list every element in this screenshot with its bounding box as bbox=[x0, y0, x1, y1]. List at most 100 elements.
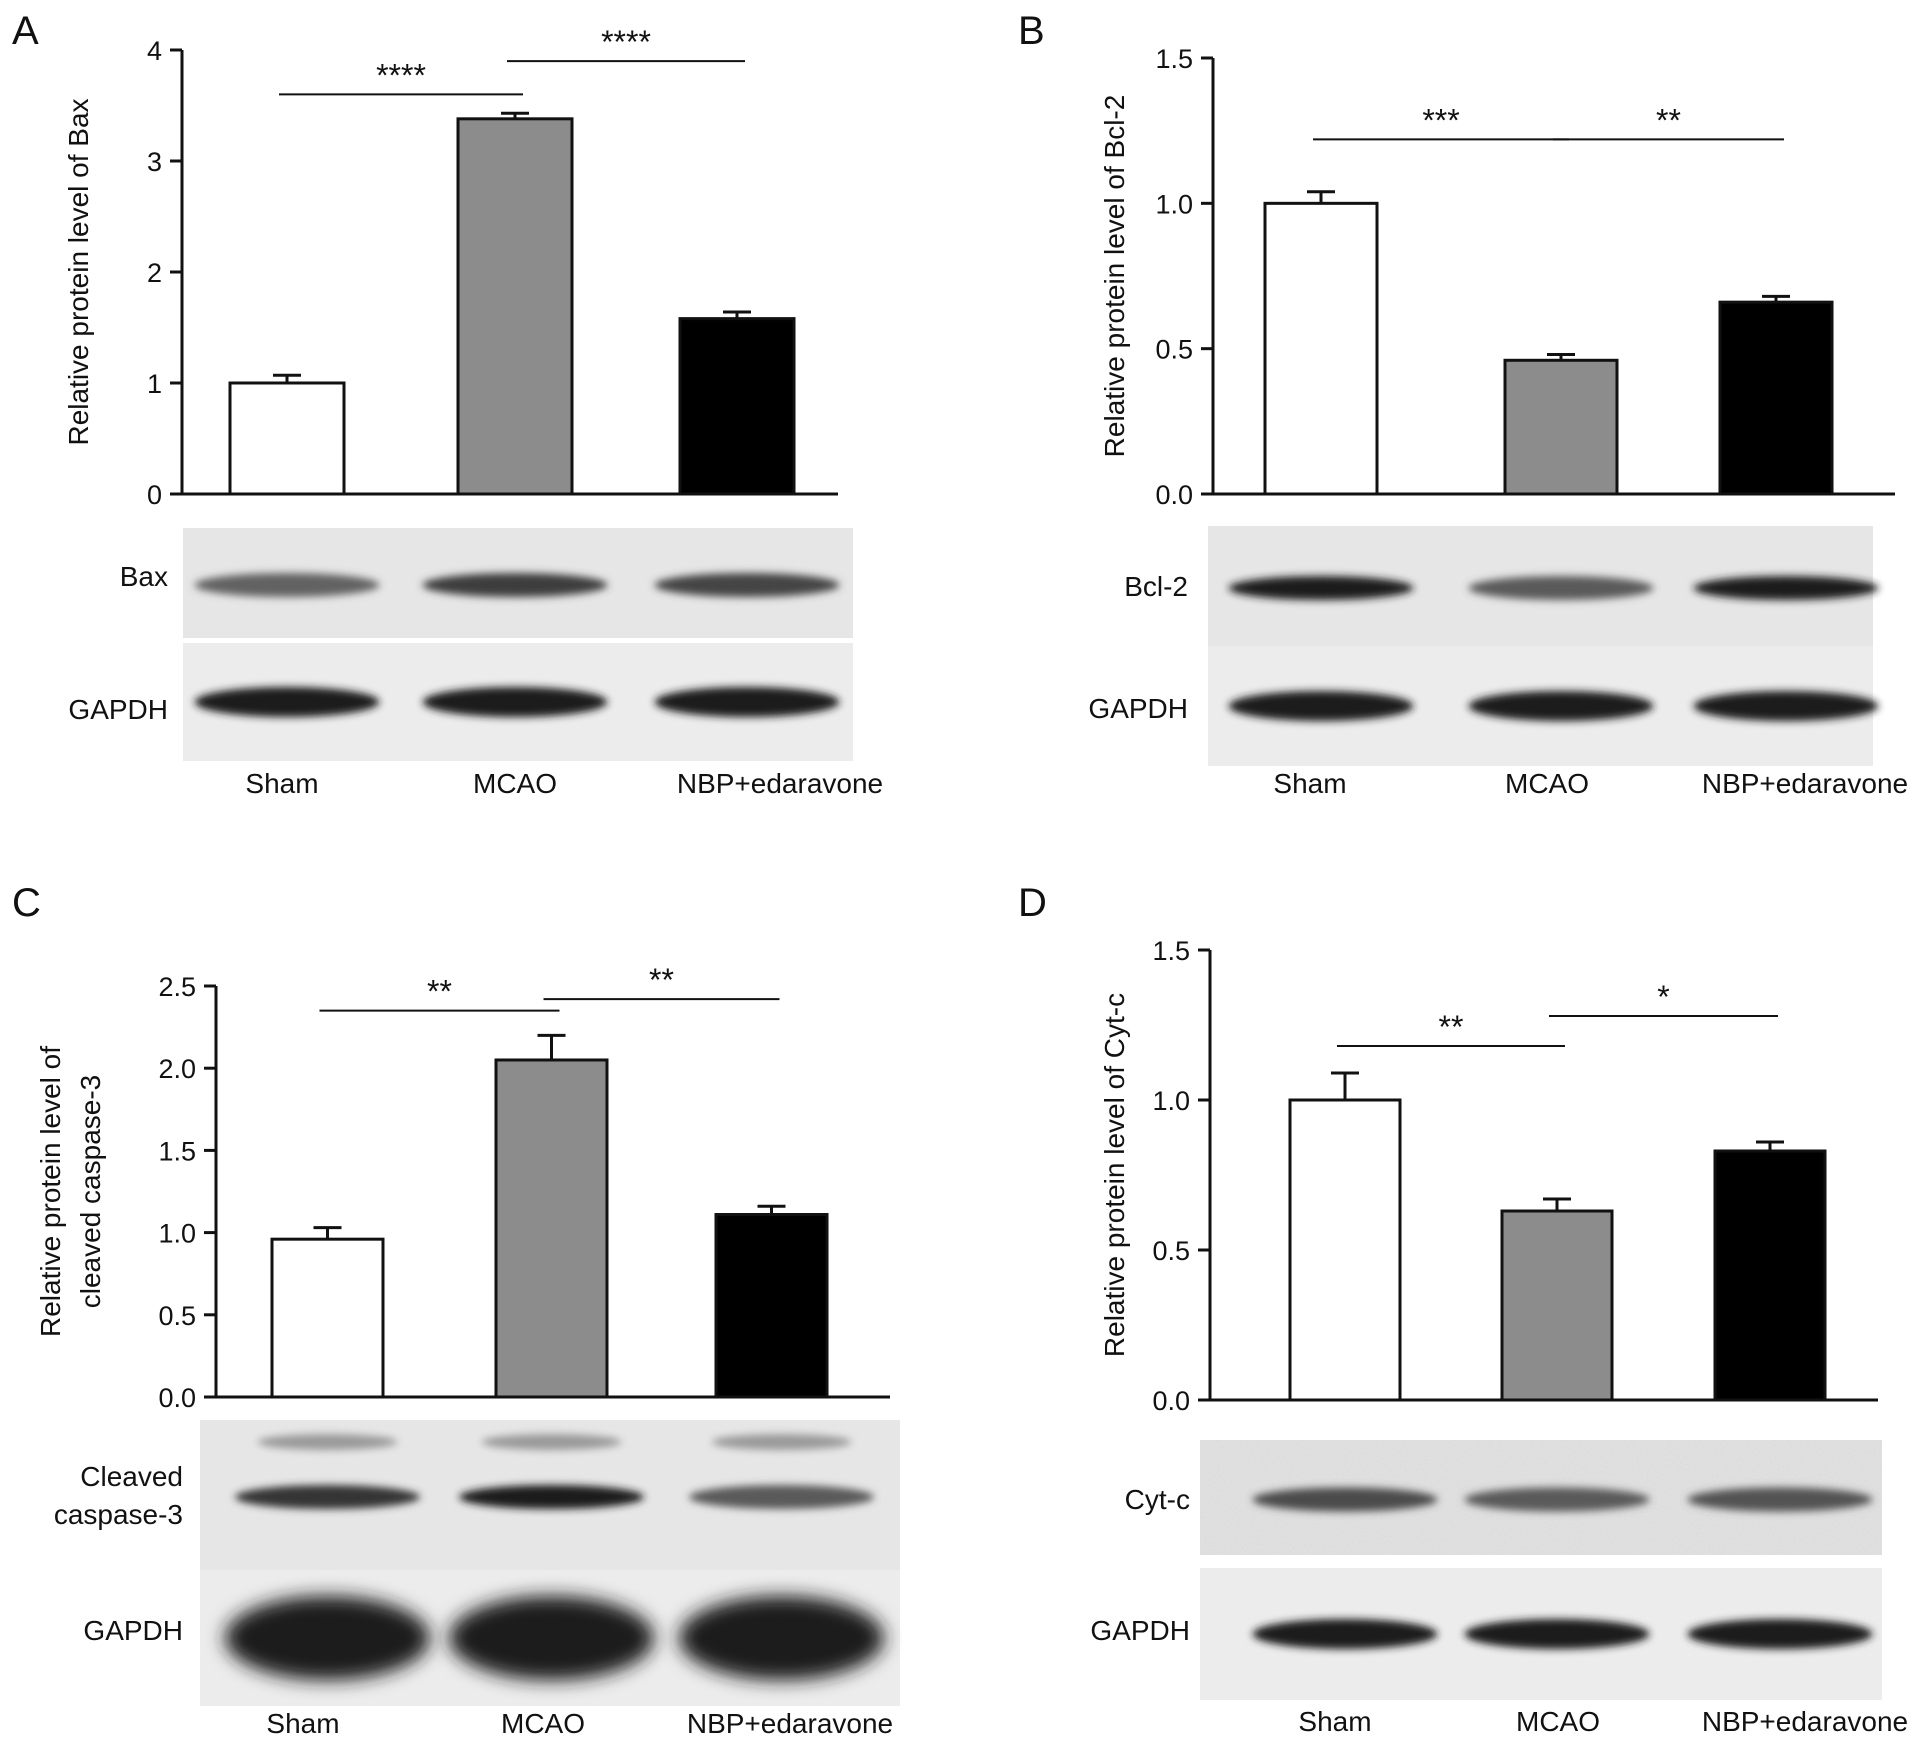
y-tick-label: 1 bbox=[147, 369, 162, 399]
panel-C: C 0.0 0.5 1.0 1.5 2.0 2.5 Relative protein leve… bbox=[12, 881, 900, 1739]
category-label: NBP+edaravone bbox=[1702, 1706, 1908, 1737]
y-tick-label: 1.5 bbox=[1155, 44, 1193, 74]
blot-faint-band bbox=[711, 1434, 852, 1450]
blot-faint-band bbox=[257, 1434, 398, 1450]
blot-band bbox=[459, 1485, 644, 1509]
category-label: Sham bbox=[1273, 768, 1346, 799]
bar-mcao bbox=[456, 117, 574, 496]
y-tick-label: 0.0 bbox=[1152, 1386, 1190, 1416]
blot-band bbox=[1252, 1619, 1438, 1649]
blot-band bbox=[1228, 576, 1414, 600]
panel-D: D 0.0 0.5 1.0 1.5 Relative protein level of C… bbox=[1018, 881, 1908, 1737]
significance-label: ** bbox=[1439, 1009, 1464, 1045]
significance-label: *** bbox=[1422, 102, 1459, 138]
blot-label: caspase-3 bbox=[54, 1499, 183, 1530]
panel-letter: B bbox=[1018, 9, 1045, 53]
y-tick-label: 1.0 bbox=[158, 1219, 196, 1249]
panel-letter: A bbox=[12, 9, 39, 53]
bar-mcao bbox=[1500, 1209, 1614, 1402]
y-tick-label: 3 bbox=[147, 147, 162, 177]
blot-band bbox=[225, 1595, 430, 1681]
bar-mcao bbox=[1503, 358, 1619, 496]
blot-band bbox=[422, 573, 608, 597]
bar-sham bbox=[1288, 1098, 1402, 1402]
category-label: Sham bbox=[245, 768, 318, 799]
y-tick-label: 1.0 bbox=[1155, 189, 1193, 219]
y-tick-label: 1.5 bbox=[158, 1136, 196, 1166]
significance-label: * bbox=[1657, 979, 1669, 1015]
blot-band bbox=[1468, 691, 1654, 721]
panel-letter: D bbox=[1018, 881, 1047, 925]
blot-label: Bcl-2 bbox=[1124, 571, 1188, 602]
y-axis-label: Relative protein level of Cyt-c bbox=[1099, 993, 1130, 1357]
y-tick-label: 0.5 bbox=[1155, 335, 1193, 365]
bar-mcao bbox=[494, 1058, 609, 1399]
y-tick-label: 1.0 bbox=[1152, 1086, 1190, 1116]
blot-band bbox=[1468, 576, 1654, 600]
category-label: MCAO bbox=[473, 768, 557, 799]
blot-label: Cyt-c bbox=[1125, 1484, 1190, 1515]
y-tick-label: 2.0 bbox=[158, 1054, 196, 1084]
y-tick-label: 0.0 bbox=[158, 1383, 196, 1413]
blot-band bbox=[1464, 1487, 1650, 1512]
category-label: NBP+edaravone bbox=[1702, 768, 1908, 799]
y-tick-label: 0.5 bbox=[1152, 1236, 1190, 1266]
blot-faint-band bbox=[481, 1434, 622, 1450]
blot-band bbox=[654, 573, 840, 597]
category-label: NBP+edaravone bbox=[687, 1708, 893, 1739]
y-tick-label: 4 bbox=[147, 36, 162, 66]
bar-sham bbox=[270, 1237, 385, 1399]
blot-band bbox=[449, 1595, 654, 1681]
y-tick-label: 0.0 bbox=[1155, 480, 1193, 510]
blot-band bbox=[1693, 576, 1879, 600]
y-axis-label: cleaved caspase-3 bbox=[75, 1075, 106, 1308]
category-label: MCAO bbox=[1516, 1706, 1600, 1737]
blot-band bbox=[1693, 691, 1879, 721]
y-axis-label: Relative protein level of bbox=[35, 1046, 66, 1337]
y-tick-label: 2.5 bbox=[158, 972, 196, 1002]
y-axis-label: Relative protein level of Bcl-2 bbox=[1099, 95, 1130, 458]
category-label: MCAO bbox=[1505, 768, 1589, 799]
y-axis-label: Relative protein level of Bax bbox=[63, 98, 94, 445]
blot-band bbox=[1464, 1619, 1650, 1649]
bar-nbp-edaravone bbox=[1718, 300, 1834, 496]
blot-band bbox=[1252, 1487, 1438, 1512]
significance-label: **** bbox=[601, 24, 651, 60]
blot-band bbox=[194, 687, 380, 717]
blot-band bbox=[654, 687, 840, 717]
y-tick-label: 0.5 bbox=[158, 1301, 196, 1331]
blot-label: GAPDH bbox=[1090, 1615, 1190, 1646]
blot-band bbox=[1687, 1619, 1873, 1649]
panel-letter: C bbox=[12, 881, 41, 925]
category-label: NBP+edaravone bbox=[677, 768, 883, 799]
blot-band bbox=[194, 573, 380, 597]
blot-band bbox=[1228, 691, 1414, 721]
blot-label: Bax bbox=[120, 561, 168, 592]
bar-nbp-edaravone bbox=[1713, 1149, 1827, 1402]
y-tick-label: 0 bbox=[147, 480, 162, 510]
blot-band bbox=[235, 1485, 420, 1509]
blot-label: Cleaved bbox=[80, 1461, 183, 1492]
blot-band bbox=[679, 1595, 884, 1681]
significance-label: ** bbox=[1656, 102, 1681, 138]
category-label: MCAO bbox=[501, 1708, 585, 1739]
bar-sham bbox=[228, 381, 346, 496]
bar-nbp-edaravone bbox=[714, 1213, 829, 1399]
blot-label: GAPDH bbox=[1088, 693, 1188, 724]
significance-label: ** bbox=[649, 962, 674, 998]
significance-label: ** bbox=[427, 974, 452, 1010]
y-tick-label: 1.5 bbox=[1152, 936, 1190, 966]
bar-nbp-edaravone bbox=[678, 317, 796, 496]
blot-band bbox=[689, 1485, 874, 1509]
category-label: Sham bbox=[266, 1708, 339, 1739]
panel-A: A 0 1 2 3 4 Relative protein level of Bax **** *… bbox=[12, 9, 883, 799]
bar-sham bbox=[1263, 201, 1379, 496]
blot-band bbox=[422, 687, 608, 717]
y-tick-label: 2 bbox=[147, 258, 162, 288]
panel-B: B 0.0 0.5 1.0 1.5 Relative protein level of B… bbox=[1018, 9, 1908, 799]
blot-label: GAPDH bbox=[68, 694, 168, 725]
blot-band bbox=[1687, 1487, 1873, 1512]
blot-label: GAPDH bbox=[83, 1615, 183, 1646]
category-label: Sham bbox=[1298, 1706, 1371, 1737]
